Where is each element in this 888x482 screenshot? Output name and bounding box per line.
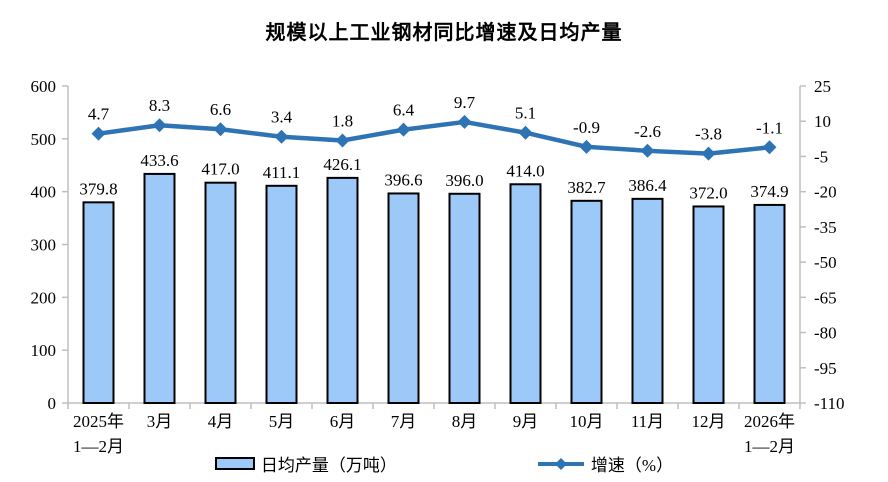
bar <box>326 176 359 404</box>
bottom-axis-ticks <box>67 403 801 409</box>
legend-item-bar: 日均产量（万吨） <box>214 451 397 476</box>
left-axis-tick-label: 300 <box>31 236 57 255</box>
line-value-label: -0.9 <box>573 118 600 137</box>
line-marker <box>762 140 777 155</box>
category-label: 6月 <box>330 412 356 431</box>
growth-line <box>96 119 772 156</box>
bar <box>204 181 237 404</box>
line-series-label: 增速（%） <box>590 456 674 475</box>
line-value-label: 9.7 <box>454 93 476 112</box>
bar <box>753 203 786 404</box>
category-label: 5月 <box>269 412 295 431</box>
bar-value-label: 426.1 <box>323 155 361 174</box>
right-axis-tick-label: 25 <box>814 77 831 96</box>
line-marker <box>91 126 106 141</box>
line-marker <box>213 122 228 137</box>
line-value-label: 6.4 <box>393 101 415 120</box>
right-axis-tick-label: -95 <box>814 359 837 378</box>
bar-series: 379.8 433.6 417.0 411.1 426.1 396.6 396.0 414.0… <box>79 151 789 404</box>
right-axis-tick-label: -50 <box>814 253 837 272</box>
line-marker <box>640 143 655 158</box>
line-value-label: -2.6 <box>634 122 661 141</box>
category-label: 2025年 <box>73 412 124 431</box>
bar-value-label: 379.8 <box>79 179 117 198</box>
line-marker <box>518 125 533 140</box>
chart-title: 规模以上工业钢材同比增速及日均产量 <box>265 22 623 44</box>
line-marker <box>579 139 594 154</box>
bar-value-label: 433.6 <box>140 151 178 170</box>
bar <box>448 192 481 404</box>
category-label: 10月 <box>570 412 604 431</box>
left-axis-tick-label: 400 <box>31 183 57 202</box>
legend-item-line: 增速（%） <box>537 451 673 476</box>
legend: 日均产量（万吨） 增速（%） <box>0 451 888 476</box>
bar-series-swatch-icon <box>214 457 255 470</box>
bar-value-label: 386.4 <box>628 176 667 195</box>
bar-value-label: 382.7 <box>567 178 606 197</box>
line-value-label: 5.1 <box>515 104 536 123</box>
axes <box>67 86 801 404</box>
line-marker <box>152 118 167 133</box>
left-axis-tick-label: 200 <box>31 288 57 307</box>
line-value-label: 3.4 <box>271 108 293 127</box>
category-label: 11月 <box>631 412 664 431</box>
category-label: 7月 <box>391 412 417 431</box>
bar-value-label: 411.1 <box>263 163 301 182</box>
left-axis-tick-label: 0 <box>48 394 57 413</box>
category-labels: 2025年 1—2月 3月 4月 5月 6月 7月 8月 9月 10月 11月 12月 2026年 1—2… <box>73 412 795 456</box>
bar-value-label: 372.0 <box>689 183 727 202</box>
bar <box>509 183 542 404</box>
left-axis-ticks: 0 100 200 300 400 500 600 <box>31 77 68 413</box>
category-label: 1—2月 <box>744 437 795 456</box>
right-axis-tick-label: -65 <box>814 288 837 307</box>
line-marker <box>274 129 289 144</box>
line-value-label: 8.3 <box>149 96 170 115</box>
category-label: 12月 <box>692 412 726 431</box>
line-marker <box>335 133 350 148</box>
line-series: 4.7 8.3 6.6 3.4 1.8 6.4 9.7 5.1 -0.9 -2.6 -3.8 -1.1 <box>88 93 783 161</box>
right-axis-tick-label: -5 <box>814 147 828 166</box>
line-value-label: 1.8 <box>332 111 353 130</box>
line-marker <box>457 114 472 129</box>
category-label: 1—2月 <box>73 437 124 456</box>
bar <box>387 192 420 404</box>
left-axis-tick-label: 500 <box>31 130 57 149</box>
line-value-label: 6.6 <box>210 100 231 119</box>
line-series-swatch-icon <box>537 457 584 470</box>
bar-value-label: 396.0 <box>445 171 483 190</box>
bar-value-label: 417.0 <box>201 160 239 179</box>
bar-series-label: 日均产量（万吨） <box>260 456 397 475</box>
right-axis-tick-label: 10 <box>814 112 831 131</box>
right-axis-tick-label: -20 <box>814 183 837 202</box>
line-value-label: -1.1 <box>756 118 783 137</box>
category-label: 4月 <box>208 412 234 431</box>
bar <box>692 205 725 404</box>
left-axis-tick-label: 100 <box>31 341 57 360</box>
bar-value-label: 396.6 <box>384 170 422 189</box>
bar <box>265 184 298 404</box>
bar <box>570 199 603 404</box>
line-value-label: -3.8 <box>695 125 722 144</box>
bar-value-label: 374.9 <box>750 182 788 201</box>
line-marker <box>701 146 716 161</box>
category-label: 9月 <box>513 412 539 431</box>
right-axis-ticks: 25 10 -5 -20 -35 -50 -65 -80 -95 -110 <box>800 77 845 413</box>
bar-value-label: 414.0 <box>506 161 544 180</box>
right-axis-tick-label: -80 <box>814 324 837 343</box>
left-axis-tick-label: 600 <box>31 77 57 96</box>
right-axis-tick-label: -110 <box>814 394 845 413</box>
category-label: 2026年 <box>744 412 795 431</box>
line-marker <box>396 122 411 137</box>
right-axis-tick-label: -35 <box>814 218 837 237</box>
bar <box>631 197 664 404</box>
category-label: 3月 <box>147 412 173 431</box>
bar <box>143 172 176 404</box>
category-label: 8月 <box>452 412 478 431</box>
bar <box>82 201 115 404</box>
line-value-label: 4.7 <box>88 105 110 124</box>
